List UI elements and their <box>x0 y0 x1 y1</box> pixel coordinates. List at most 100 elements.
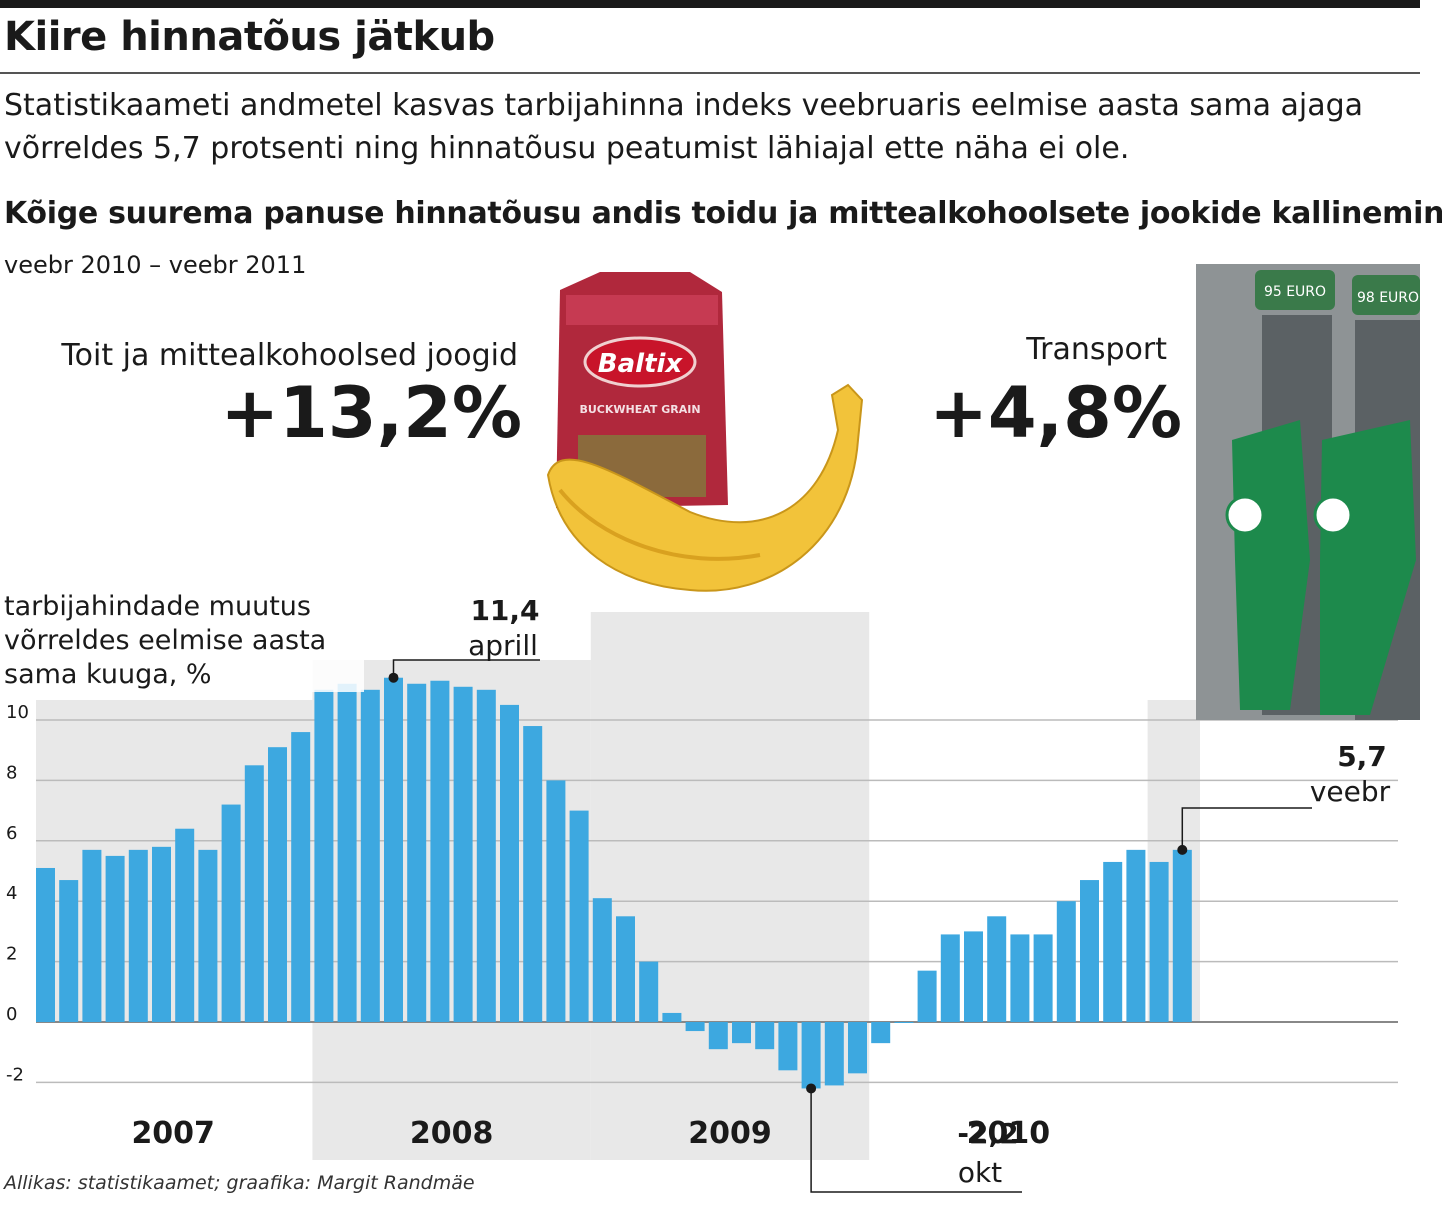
bar <box>384 677 403 1022</box>
bar <box>662 1012 682 1022</box>
top-bar <box>0 0 1420 8</box>
subtitle: Kõige suurema panuse hinnatõusu andis to… <box>4 196 1442 231</box>
bar <box>36 867 55 1022</box>
year-label: 2007 <box>131 1116 215 1151</box>
bar <box>59 880 79 1022</box>
bar <box>314 689 334 1022</box>
pump-label-1 <box>1255 270 1335 310</box>
bar <box>546 780 566 1022</box>
bar <box>685 1022 705 1032</box>
nozzle-1 <box>1232 420 1310 710</box>
year-shade-2008 <box>312 660 591 1160</box>
bar <box>407 683 427 1022</box>
y-tick-label: 6 <box>6 823 17 844</box>
bar <box>778 1022 798 1071</box>
y-axis-label: tarbijahindade muutus võrreldes eelmise … <box>4 590 364 692</box>
annotation-label: veebr <box>1310 775 1391 808</box>
transport-category-label: Transport <box>1026 332 1167 367</box>
bar <box>152 846 171 1022</box>
bar <box>360 689 380 1022</box>
bar <box>337 683 357 1022</box>
annotation-value: 5,7 <box>1337 740 1387 773</box>
bar <box>592 898 612 1022</box>
bar <box>291 732 311 1022</box>
y-tick-label: -2 <box>6 1064 24 1085</box>
bar <box>268 747 287 1022</box>
bar <box>639 961 659 1022</box>
bar <box>940 934 960 1022</box>
bar <box>1010 934 1030 1022</box>
bar <box>105 855 125 1022</box>
bar <box>1056 901 1076 1022</box>
y-tick-label: 0 <box>6 1004 17 1025</box>
annotation-leader <box>1181 807 1312 850</box>
product-text: BUCKWHEAT GRAIN <box>579 403 700 416</box>
bar <box>917 970 937 1022</box>
bar <box>871 1022 891 1044</box>
bar <box>221 804 241 1022</box>
y-tick-label: 2 <box>6 944 17 965</box>
bar <box>128 849 148 1022</box>
bar <box>569 810 589 1022</box>
bar <box>1126 849 1146 1022</box>
bar <box>198 849 218 1022</box>
page-title: Kiire hinnatõus jätkub <box>4 14 495 60</box>
pump-label-2-text: 98 EURO <box>1357 290 1419 306</box>
bar <box>453 686 473 1022</box>
bars <box>36 677 1192 1089</box>
y-tick-label: 4 <box>6 883 17 904</box>
pump-label-2 <box>1352 275 1420 315</box>
bar <box>500 704 519 1022</box>
bar <box>755 1022 775 1050</box>
nozzle-1-badge <box>1225 495 1265 535</box>
bar <box>1080 880 1099 1022</box>
bar <box>964 931 983 1022</box>
fuel-pump-illustration: 95 EURO 98 EURO <box>1196 264 1420 720</box>
bar <box>1172 849 1192 1022</box>
bar <box>175 828 195 1022</box>
y-tick-labels: -2 0 2 4 6 8 10 <box>6 702 29 1085</box>
plot-shade-2007 <box>36 700 313 1022</box>
nozzle-2-badge <box>1313 495 1353 535</box>
food-category-label: Toit ja mittealkohoolsed joogid <box>61 338 518 373</box>
bar <box>708 1022 728 1050</box>
product-illustration: Baltix BUCKWHEAT GRAIN <box>546 272 864 592</box>
bar <box>476 689 496 1022</box>
bar <box>1149 861 1169 1022</box>
year-shade-2009 <box>590 612 870 1160</box>
bar <box>987 916 1007 1022</box>
bar <box>732 1022 751 1044</box>
pump-label-1-text: 95 EURO <box>1264 284 1326 300</box>
year-label: 2008 <box>410 1116 494 1151</box>
bar <box>894 1022 914 1023</box>
bar <box>801 1022 821 1089</box>
year-shades <box>36 612 1200 1160</box>
annotation-leader <box>810 1088 1022 1193</box>
bar <box>848 1022 867 1074</box>
bar <box>82 849 102 1022</box>
annotation-label: okt <box>958 1156 1002 1189</box>
brand-text: Baltix <box>598 349 684 379</box>
annotation-label: aprill <box>468 629 538 662</box>
bar <box>824 1022 844 1086</box>
year-label: 2009 <box>688 1116 772 1151</box>
annotation-leader <box>392 659 540 678</box>
annotation-value: 11,4 <box>470 594 539 627</box>
period-label: veebr 2010 – veebr 2011 <box>4 251 307 279</box>
y-tick-label: 8 <box>6 762 17 783</box>
food-category-value: +13,2% <box>220 372 523 454</box>
bar <box>616 916 635 1022</box>
bar <box>1103 861 1123 1022</box>
nozzle-2 <box>1320 420 1416 715</box>
source-credit: Allikas: statistikaamet; graafika: Margi… <box>4 1172 475 1194</box>
bar <box>430 680 450 1022</box>
year-labels: 2007 2008 2009 2010 <box>131 1116 1050 1151</box>
brand-badge <box>583 336 697 388</box>
bar <box>1033 934 1053 1022</box>
transport-category-value: +4,8% <box>929 372 1182 454</box>
intro-text: Statistikaameti andmetel kasvas tarbijah… <box>4 88 1364 166</box>
y-tick-label: 10 <box>6 702 29 723</box>
bar <box>244 765 264 1022</box>
